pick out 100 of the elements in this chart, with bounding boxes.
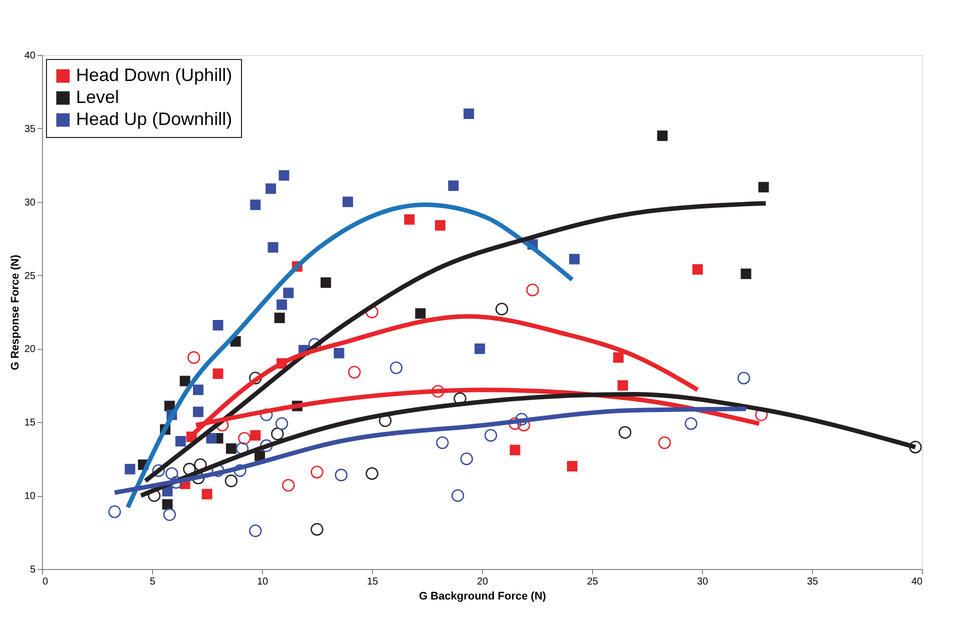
legend-label: Level [76, 87, 120, 107]
point [266, 183, 276, 194]
point [183, 462, 196, 476]
point [212, 368, 224, 379]
point [212, 320, 224, 330]
line-series [126, 202, 574, 510]
point [334, 468, 348, 482]
y-tick-label: 40 [24, 50, 36, 62]
y-axis-title: G Response Force (N) [9, 254, 22, 370]
point [124, 464, 136, 474]
point [260, 439, 273, 452]
x-tick-label: 10 [256, 576, 268, 588]
point [569, 254, 580, 264]
point [378, 414, 392, 428]
point [249, 372, 262, 384]
point [283, 288, 294, 298]
x-tick-label: 30 [696, 576, 708, 588]
point [436, 436, 449, 450]
point [162, 499, 173, 510]
point [234, 464, 246, 477]
point [692, 264, 703, 275]
y-tick-label: 5 [30, 564, 36, 576]
point [194, 458, 207, 472]
point [192, 384, 204, 396]
point [310, 466, 324, 478]
point [271, 428, 284, 440]
point [758, 182, 769, 192]
y-tick-label: 10 [24, 491, 36, 502]
point [474, 343, 486, 354]
point [390, 361, 403, 374]
legend-label: Head Down (Uphill) [76, 65, 232, 85]
line-series [138, 392, 918, 498]
point [526, 284, 539, 296]
point [310, 523, 324, 536]
point [909, 440, 922, 454]
point [320, 277, 332, 288]
x-tick-label: 20 [476, 576, 488, 588]
point [278, 170, 290, 181]
point [206, 433, 217, 444]
point [508, 417, 522, 430]
point [274, 312, 285, 324]
point [737, 372, 750, 384]
point [226, 443, 236, 454]
y-tick-label: 35 [24, 124, 36, 135]
x-axis-title: G Background Force (N) [418, 590, 546, 602]
x-tick-label: 40 [911, 576, 923, 588]
point [432, 384, 444, 398]
x-tick-label: 15 [366, 576, 378, 588]
point [268, 242, 278, 253]
x-tick-label: 25 [586, 576, 598, 588]
x-tick-label: 35 [806, 576, 818, 588]
point [334, 348, 344, 358]
point [175, 436, 186, 446]
point [415, 308, 426, 319]
point [170, 476, 183, 489]
point [187, 351, 200, 364]
x-tick-label: 5 [150, 576, 156, 588]
y-tick-label: 20 [24, 344, 36, 356]
point [515, 412, 528, 426]
point [282, 478, 295, 492]
point [448, 180, 459, 191]
point [613, 352, 624, 363]
point [250, 200, 261, 210]
point [202, 488, 212, 500]
point [152, 464, 165, 477]
point [566, 460, 578, 472]
point [108, 505, 121, 518]
line-series [112, 406, 748, 495]
y-tick-label: 25 [24, 270, 36, 282]
point [348, 366, 361, 379]
point [165, 467, 178, 480]
point [464, 108, 474, 119]
point [342, 196, 354, 208]
point [451, 489, 464, 502]
point [740, 268, 752, 280]
point [658, 436, 671, 450]
point [404, 214, 415, 225]
point [684, 417, 698, 430]
point [657, 130, 668, 142]
point [460, 452, 473, 466]
y-tick-label: 30 [24, 197, 36, 208]
point [276, 299, 288, 310]
point [484, 429, 498, 442]
point [163, 508, 176, 522]
x-tick-label: 0 [42, 576, 48, 588]
point [366, 467, 378, 480]
point [249, 524, 262, 538]
point [192, 406, 204, 418]
point [618, 380, 628, 391]
legend-label: Head Up (Downhill) [76, 109, 232, 129]
point [250, 430, 261, 441]
point [238, 432, 251, 445]
point [275, 417, 288, 430]
y-tick-label: 15 [24, 418, 36, 429]
point [495, 302, 508, 316]
point [618, 426, 632, 439]
point [510, 444, 520, 456]
point [434, 220, 446, 231]
point [148, 489, 161, 502]
point [224, 474, 238, 488]
